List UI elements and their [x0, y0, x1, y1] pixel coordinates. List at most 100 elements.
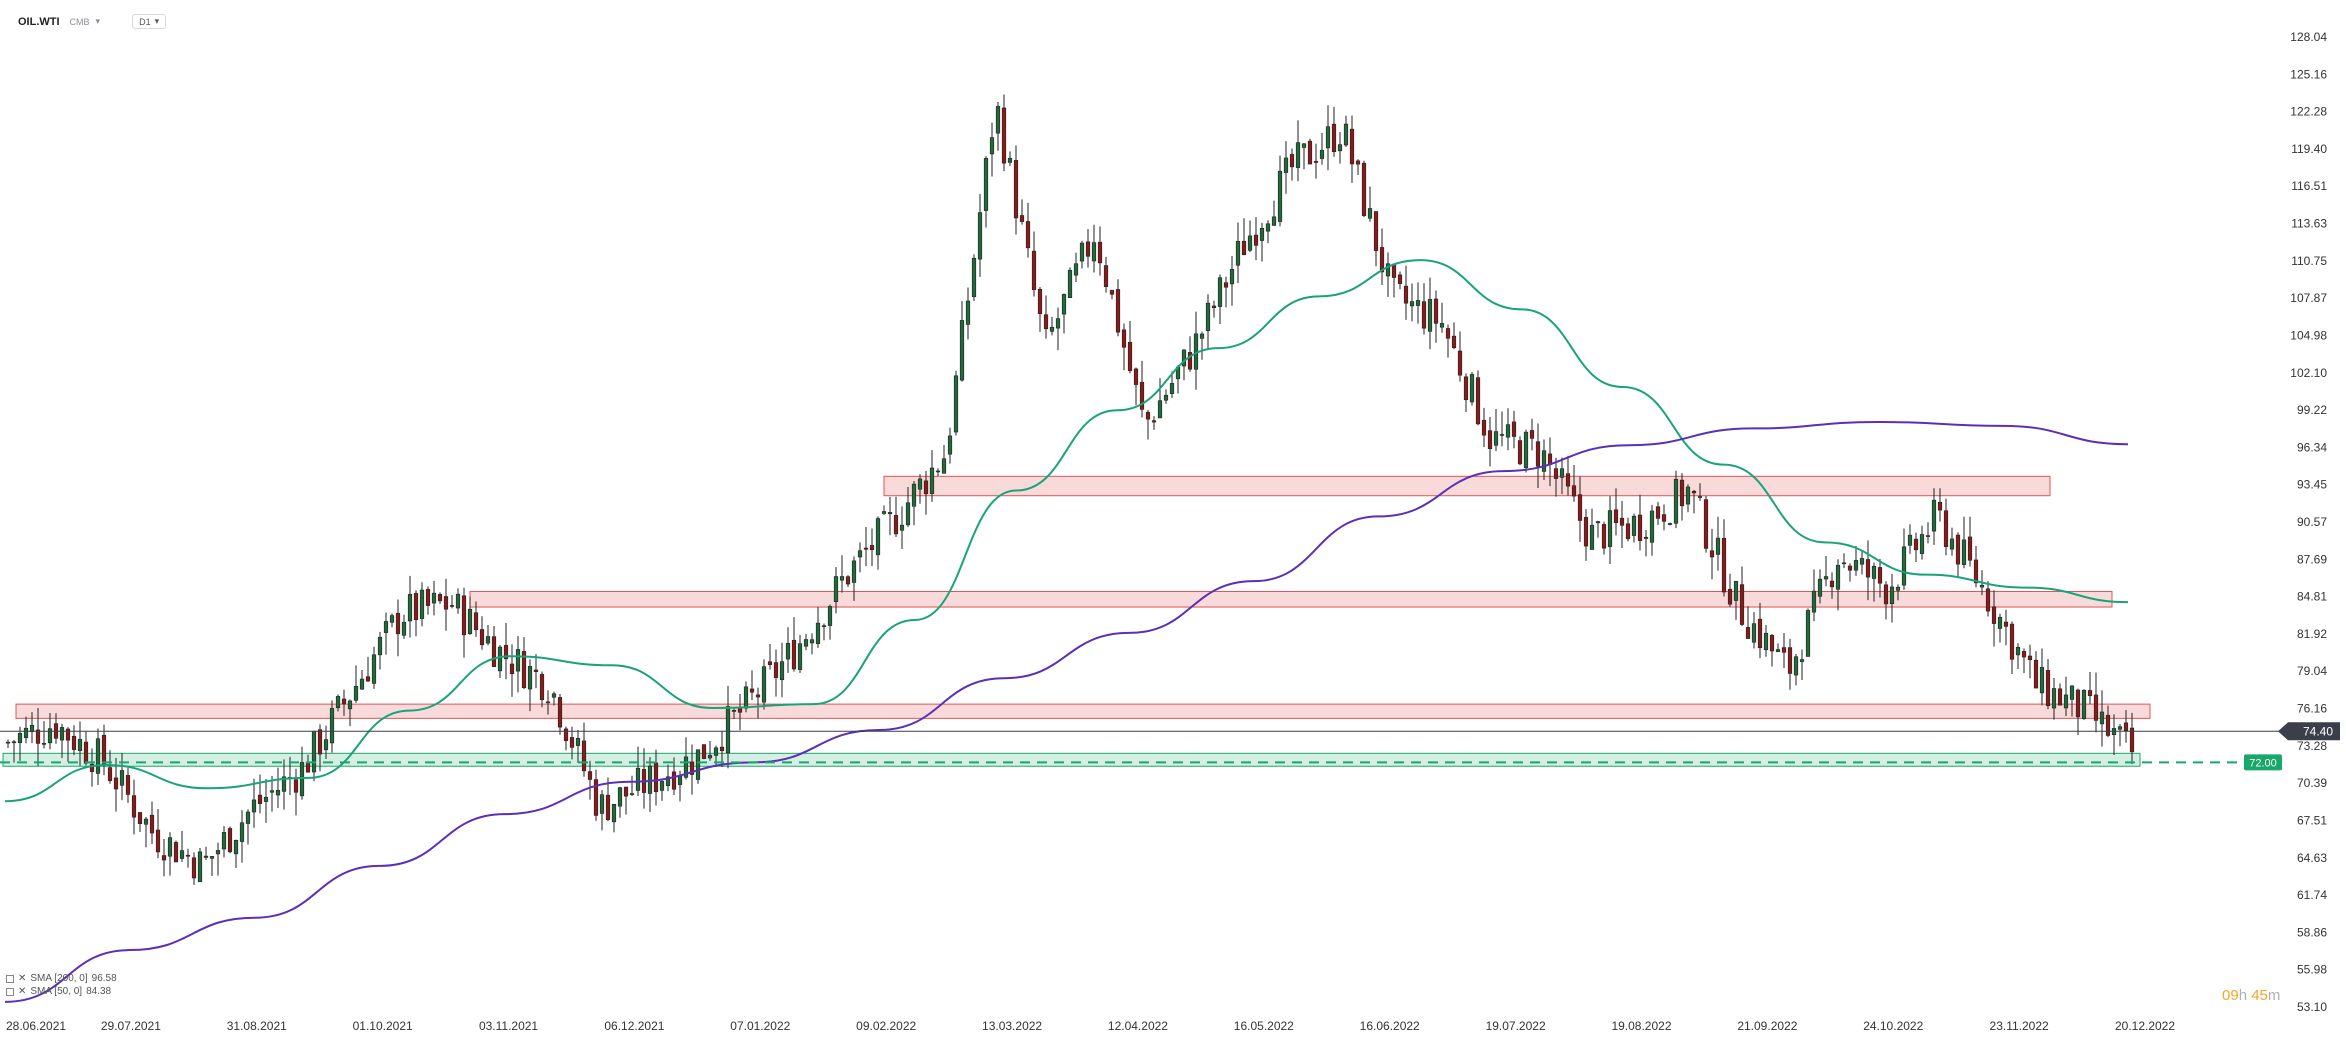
candle-body[interactable]: [1025, 221, 1031, 249]
candle-body[interactable]: [2051, 688, 2057, 709]
candle-body[interactable]: [617, 787, 623, 807]
candle-body[interactable]: [2039, 667, 2045, 694]
candle-body[interactable]: [845, 576, 851, 585]
candle-body[interactable]: [1829, 580, 1835, 588]
candle-body[interactable]: [1583, 517, 1589, 547]
candle-body[interactable]: [983, 158, 989, 211]
candle-body[interactable]: [1709, 550, 1715, 558]
candle-body[interactable]: [1631, 515, 1637, 536]
candle-body[interactable]: [1031, 250, 1037, 290]
candle-body[interactable]: [935, 470, 941, 473]
candle-body[interactable]: [893, 515, 899, 535]
candle-body[interactable]: [1283, 157, 1289, 173]
candle-body[interactable]: [1103, 265, 1109, 287]
candle-body[interactable]: [431, 592, 437, 604]
candle-body[interactable]: [677, 776, 683, 785]
candle-body[interactable]: [1085, 241, 1091, 257]
candle-body[interactable]: [383, 621, 389, 633]
candle-body[interactable]: [509, 663, 515, 675]
candle-body[interactable]: [839, 576, 845, 581]
candle-body[interactable]: [965, 300, 971, 325]
candle-body[interactable]: [1619, 517, 1625, 526]
candle-body[interactable]: [1595, 521, 1601, 524]
candle-body[interactable]: [251, 799, 257, 813]
candle-body[interactable]: [1457, 350, 1463, 376]
close-icon[interactable]: ✕: [18, 986, 27, 997]
candle-body[interactable]: [311, 731, 317, 773]
candle-body[interactable]: [1121, 329, 1127, 348]
candle-body[interactable]: [1985, 588, 1991, 612]
candle-body[interactable]: [527, 666, 533, 690]
candle-body[interactable]: [1781, 647, 1787, 653]
candle-body[interactable]: [611, 803, 617, 823]
candle-body[interactable]: [437, 594, 443, 602]
candle-body[interactable]: [701, 744, 707, 759]
candle-body[interactable]: [1499, 434, 1505, 436]
support-zone[interactable]: [2, 752, 2141, 767]
candle-body[interactable]: [1973, 559, 1979, 584]
candle-body[interactable]: [707, 754, 713, 759]
candle-body[interactable]: [1007, 157, 1013, 163]
candle-body[interactable]: [2021, 651, 2027, 658]
candle-body[interactable]: [59, 727, 65, 741]
candle-body[interactable]: [1871, 565, 1877, 579]
candle-body[interactable]: [161, 855, 167, 861]
candle-body[interactable]: [887, 512, 893, 515]
candle-body[interactable]: [269, 790, 275, 793]
candle-body[interactable]: [791, 639, 797, 670]
candle-body[interactable]: [905, 502, 911, 526]
candle-body[interactable]: [1409, 301, 1415, 307]
candle-body[interactable]: [113, 777, 119, 790]
candle-body[interactable]: [155, 829, 161, 853]
candle-body[interactable]: [1271, 216, 1277, 226]
candle-body[interactable]: [1169, 383, 1175, 394]
candle-body[interactable]: [659, 781, 665, 791]
candle-body[interactable]: [1841, 562, 1847, 565]
candle-body[interactable]: [257, 794, 263, 804]
candle-body[interactable]: [1325, 126, 1331, 149]
candle-body[interactable]: [77, 738, 83, 751]
candle-body[interactable]: [293, 779, 299, 793]
candle-body[interactable]: [1223, 282, 1229, 288]
candle-body[interactable]: [209, 856, 215, 859]
candle-body[interactable]: [143, 818, 149, 825]
candle-body[interactable]: [1445, 328, 1451, 339]
candle-body[interactable]: [749, 688, 755, 693]
candle-body[interactable]: [1949, 538, 1955, 550]
candle-body[interactable]: [1889, 586, 1895, 604]
candle-body[interactable]: [1001, 107, 1007, 164]
candle-body[interactable]: [1913, 538, 1919, 551]
candle-body[interactable]: [167, 837, 173, 857]
candle-body[interactable]: [1901, 546, 1907, 586]
candle-body[interactable]: [1931, 499, 1937, 532]
candle-body[interactable]: [1421, 301, 1427, 329]
sma200-line[interactable]: [4, 420, 2129, 1003]
candle-body[interactable]: [1793, 656, 1799, 676]
candle-body[interactable]: [371, 654, 377, 684]
candle-body[interactable]: [575, 738, 581, 746]
candle-body[interactable]: [1517, 440, 1523, 465]
candle-body[interactable]: [1259, 228, 1265, 241]
candle-body[interactable]: [515, 649, 521, 672]
candle-body[interactable]: [1157, 400, 1163, 419]
candle-body[interactable]: [1925, 535, 1931, 537]
candle-body[interactable]: [365, 676, 371, 682]
legend-sma200[interactable]: ✕ SMA [200, 0] 96.58: [6, 972, 117, 985]
candle-body[interactable]: [131, 795, 137, 818]
candle-body[interactable]: [719, 746, 725, 752]
candle-body[interactable]: [899, 524, 905, 531]
candle-body[interactable]: [1475, 377, 1481, 425]
candle-body[interactable]: [185, 854, 191, 857]
candle-body[interactable]: [1625, 523, 1631, 540]
candle-body[interactable]: [1937, 501, 1943, 511]
candle-body[interactable]: [95, 738, 101, 774]
candle-body[interactable]: [467, 608, 473, 634]
candle-body[interactable]: [347, 700, 353, 710]
candle-body[interactable]: [1451, 335, 1457, 348]
symbol-label[interactable]: OIL.WTI: [18, 15, 60, 28]
candle-body[interactable]: [1349, 128, 1355, 165]
candle-body[interactable]: [479, 629, 485, 646]
candle-body[interactable]: [1805, 610, 1811, 657]
candle-body[interactable]: [803, 639, 809, 647]
candle-body[interactable]: [2027, 655, 2033, 661]
